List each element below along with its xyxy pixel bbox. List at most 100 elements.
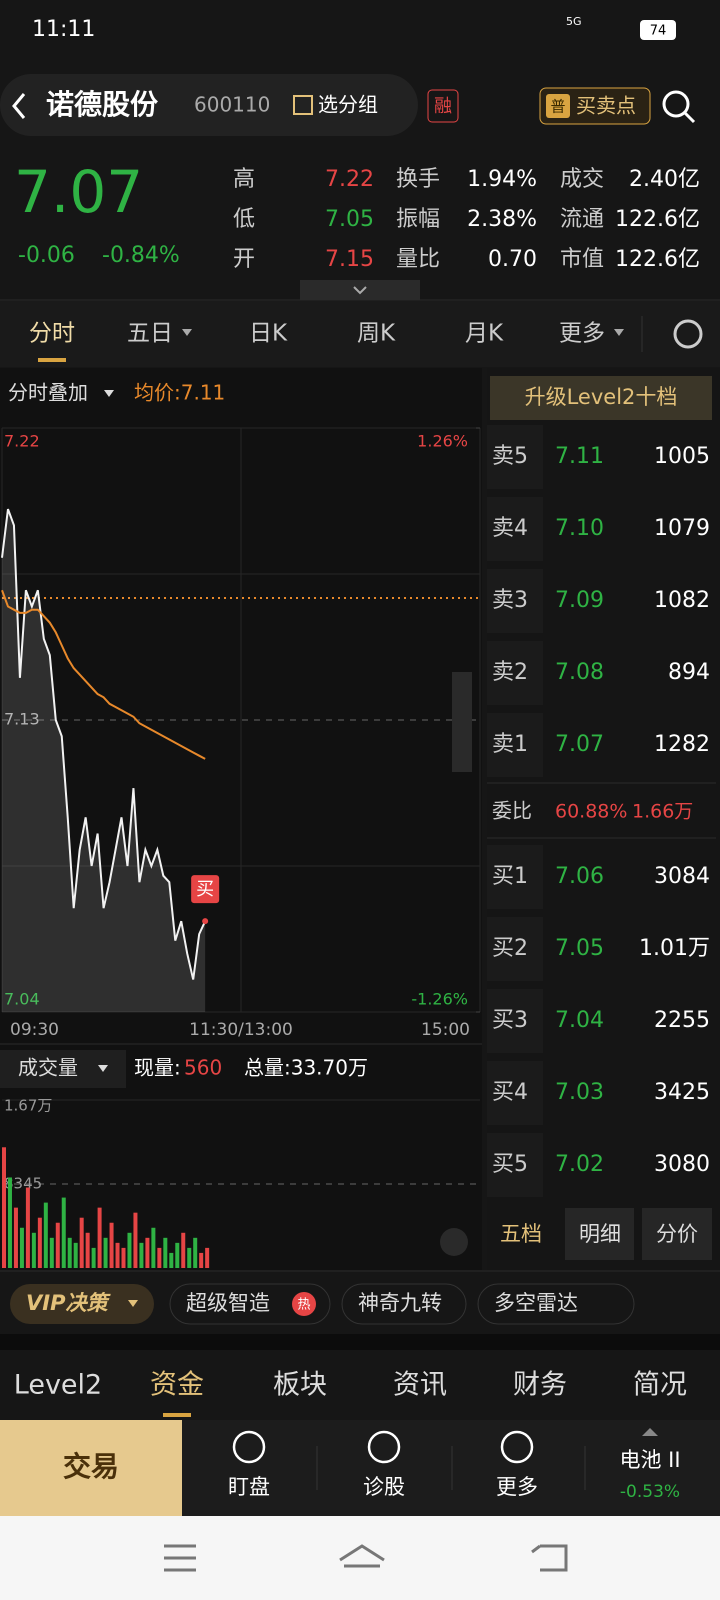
volume-bar — [139, 1242, 144, 1268]
volume-title: 成交量 — [18, 1056, 78, 1080]
volume-bar — [37, 1217, 42, 1268]
settings-icon[interactable] — [673, 319, 703, 349]
overlay-button[interactable]: 分时叠加 — [8, 381, 88, 405]
stat-value: 7.15 — [325, 247, 374, 272]
margin-badge: 融 — [434, 96, 452, 117]
book-label: 卖2 — [492, 660, 528, 685]
sector-name[interactable]: 电池 II — [619, 1448, 680, 1472]
stat-label: 市值 — [560, 247, 604, 272]
expand-tab[interactable] — [300, 280, 420, 300]
battery-icon — [640, 20, 676, 40]
volume-bar — [151, 1227, 156, 1268]
book-row — [487, 989, 543, 1053]
stat-label: 低 — [233, 207, 255, 232]
bottom-tab[interactable]: 资金 — [150, 1370, 204, 1401]
y-tick-label: 1.67万 — [4, 1097, 52, 1115]
nav-home[interactable] — [339, 1544, 385, 1568]
dropdown-caret — [128, 1300, 138, 1307]
back-button[interactable] — [12, 93, 26, 119]
bottom-tab[interactable]: 资讯 — [393, 1370, 447, 1401]
feature-pill[interactable] — [10, 1284, 154, 1324]
action-label[interactable]: 诊股 — [363, 1475, 405, 1499]
action-icon[interactable] — [232, 1430, 266, 1464]
feature-pill[interactable] — [169, 1283, 331, 1325]
book-tab[interactable]: 分价 — [656, 1222, 698, 1246]
bottom-tab[interactable]: 板块 — [273, 1370, 327, 1401]
expand-icon[interactable] — [440, 1228, 468, 1256]
group-button[interactable]: 选分组 — [318, 93, 378, 117]
ratio-diff: 1.66万 — [632, 801, 693, 823]
bottom-tab[interactable]: 财务 — [513, 1370, 567, 1401]
bottom-tab[interactable]: 简况 — [633, 1370, 687, 1401]
book-row — [487, 713, 543, 777]
upgrade-label: 升级Level2十档 — [525, 385, 678, 409]
volume-bar — [61, 1197, 66, 1268]
book-volume: 1005 — [654, 444, 710, 469]
tab[interactable]: 分时 — [29, 321, 75, 347]
volume-bar — [157, 1247, 162, 1268]
book-tab[interactable]: 明细 — [579, 1222, 621, 1246]
volume-bar — [2, 1147, 6, 1268]
ratio-pct: 60.88% — [555, 801, 627, 823]
book-label: 卖4 — [492, 516, 528, 541]
book-tab[interactable]: 五档 — [500, 1222, 542, 1246]
tab[interactable]: 五日 — [127, 321, 173, 347]
book-row — [487, 497, 543, 561]
book-label: 买5 — [492, 1152, 528, 1177]
search-icon[interactable] — [662, 90, 690, 118]
buy-point — [202, 918, 209, 925]
book-tab-box — [565, 1208, 634, 1260]
book-volume: 1282 — [654, 732, 710, 757]
action-label[interactable]: 盯盘 — [228, 1475, 270, 1499]
battery-level: 74 — [650, 24, 667, 39]
tab[interactable]: 周K — [357, 321, 396, 347]
upgrade-button[interactable] — [490, 376, 712, 420]
volume-bar — [91, 1247, 96, 1268]
tab[interactable]: 更多 — [559, 321, 605, 347]
volume-bar — [13, 1207, 18, 1268]
y-tick-label: 7.22 — [4, 432, 40, 451]
stat-value: 0.70 — [488, 247, 537, 272]
checkbox-icon — [293, 95, 313, 115]
trade-button[interactable] — [0, 1420, 182, 1516]
stat-value: 2.38% — [467, 207, 537, 232]
book-label: 卖5 — [492, 444, 528, 469]
avg-price: 均价:7.11 — [134, 381, 225, 405]
stat-label: 成交 — [560, 167, 604, 192]
nav-back[interactable] — [531, 1544, 568, 1572]
stat-label: 开 — [233, 247, 255, 272]
stat-label: 换手 — [396, 167, 440, 192]
tab[interactable]: 日K — [249, 321, 288, 347]
price-area — [2, 509, 206, 1012]
feature-pill[interactable] — [341, 1283, 467, 1325]
stat-value: 7.22 — [325, 167, 374, 192]
book-price: 7.08 — [555, 660, 604, 685]
change: -0.06 — [18, 243, 75, 268]
current-volume: 560 — [184, 1056, 222, 1080]
nav-menu[interactable] — [164, 1544, 196, 1572]
feature-pill[interactable] — [477, 1283, 635, 1325]
action-label[interactable]: 更多 — [496, 1475, 538, 1499]
trade-label[interactable]: 交易 — [63, 1450, 119, 1483]
y-tick-label: 7.04 — [4, 990, 40, 1009]
book-row — [487, 641, 543, 705]
action-icon[interactable] — [500, 1430, 534, 1464]
volume-bar — [25, 1187, 30, 1268]
avg-line — [1, 589, 206, 760]
volume-bar — [49, 1237, 54, 1268]
side-handle[interactable] — [452, 672, 472, 772]
bottom-tab[interactable]: Level2 — [14, 1370, 102, 1401]
x-tick-label: 15:00 — [421, 1020, 470, 1040]
tab[interactable]: 月K — [465, 321, 504, 347]
volume-bar — [163, 1237, 168, 1268]
feature-label: VIP决策 — [26, 1291, 111, 1315]
signal-button[interactable]: 买卖点 — [576, 94, 636, 118]
stat-label: 高 — [233, 167, 255, 192]
price: 7.07 — [14, 158, 143, 226]
book-price: 7.02 — [555, 1152, 604, 1177]
volume-bar — [79, 1217, 84, 1268]
book-label: 卖3 — [492, 588, 528, 613]
book-row — [487, 845, 543, 909]
action-icon[interactable] — [367, 1430, 401, 1464]
